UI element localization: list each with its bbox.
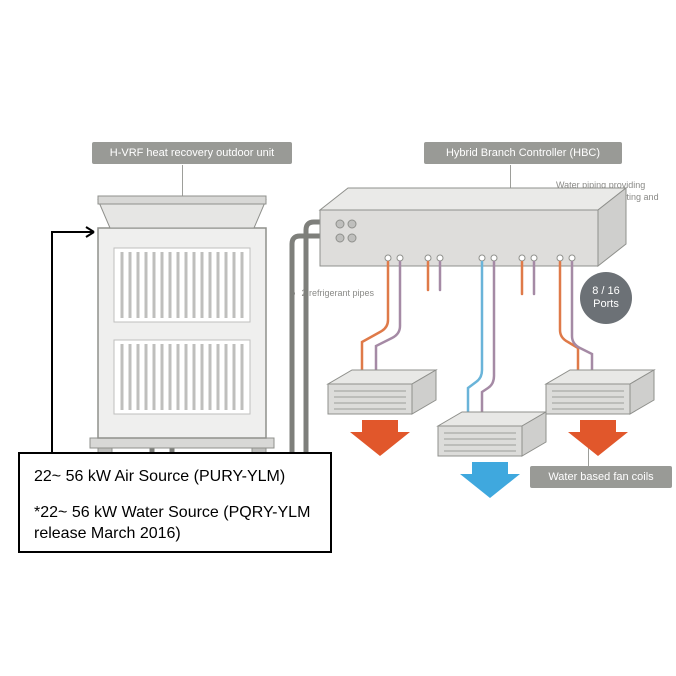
annotation-line2: *22~ 56 kW Water Source (PQRY-YLM releas… (34, 502, 316, 545)
outdoor-unit (90, 196, 274, 454)
heat-arrow-1 (350, 420, 410, 456)
fan-coil-3 (546, 370, 654, 414)
annotation-arrow (52, 227, 94, 456)
diagram-svg (0, 0, 676, 676)
annotation-box: 22~ 56 kW Air Source (PURY-YLM) *22~ 56 … (18, 452, 332, 553)
cool-arrow (460, 462, 520, 498)
fan-coil-2 (438, 412, 546, 456)
heat-arrow-2 (568, 420, 628, 456)
annotation-line1: 22~ 56 kW Air Source (PURY-YLM) (34, 466, 316, 488)
hbc-box (320, 188, 626, 266)
fan-coil-1 (328, 370, 436, 414)
diagram-canvas: H-VRF heat recovery outdoor unit Hybrid … (0, 0, 676, 676)
